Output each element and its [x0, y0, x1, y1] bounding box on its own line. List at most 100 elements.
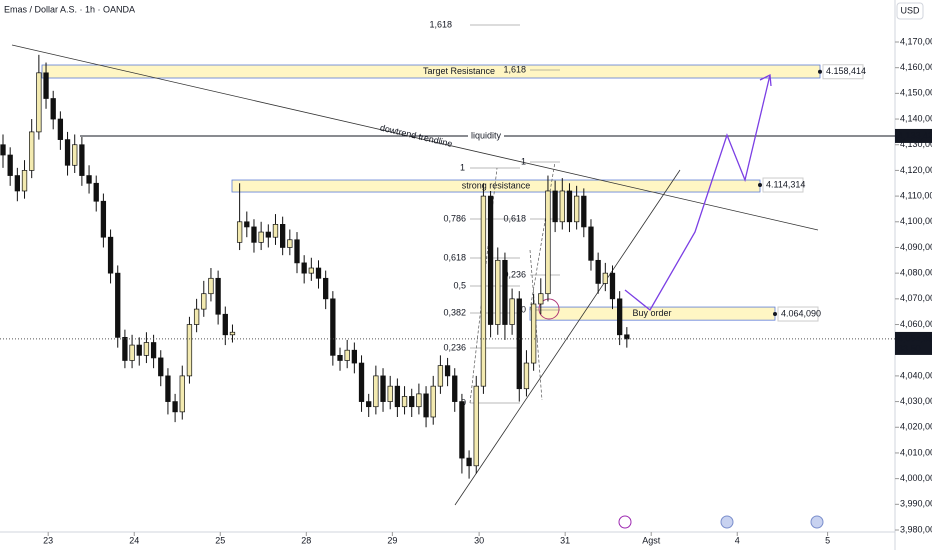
- zone-label: Buy order: [632, 308, 671, 318]
- fib-label: 0,786: [443, 213, 466, 223]
- y-tick-label: 4,010,000: [900, 447, 932, 457]
- candle-body: [624, 334, 630, 340]
- x-tick-label: 25: [215, 535, 225, 545]
- zone-price-dot: [773, 312, 777, 317]
- candle-body: [14, 175, 21, 192]
- candle-body: [595, 259, 601, 284]
- zone-price-dot: [818, 69, 822, 74]
- fib-label: 0,382: [443, 307, 466, 317]
- y-tick-label: 4,020,000: [900, 422, 932, 432]
- candle-body: [265, 231, 271, 238]
- candle-body: [301, 262, 307, 274]
- candle-body: [351, 349, 358, 364]
- currency-box: [896, 2, 924, 20]
- candle-body: [588, 226, 594, 261]
- candle-body: [552, 190, 558, 223]
- candle-body: [115, 272, 121, 338]
- candle-body: [516, 298, 522, 390]
- countdown: 33:50: [898, 343, 921, 353]
- zone-price-label: 4.064,090: [781, 308, 821, 318]
- y-tick-label: 4,160,000: [900, 62, 932, 72]
- candle-body: [337, 354, 343, 361]
- y-tick-label: 3,980,000: [900, 524, 932, 534]
- candle-body: [86, 175, 92, 184]
- candle-body: [150, 342, 157, 359]
- x-tick-label: 31: [560, 535, 570, 545]
- projection-arrow: [624, 73, 772, 311]
- zone-price-label: 4.114,314: [766, 179, 805, 189]
- fib-label: 0,618: [503, 213, 526, 223]
- candle-body: [373, 375, 379, 408]
- liquidity-label: liquidity: [471, 130, 502, 140]
- y-tick-label: 4,170,000: [900, 36, 932, 46]
- candle-body: [172, 401, 178, 413]
- candle-body: [509, 298, 515, 325]
- candle-body: [294, 239, 300, 264]
- candle-body: [136, 344, 142, 356]
- y-tick-label: 4,040,000: [900, 370, 932, 380]
- candle-body: [93, 182, 99, 202]
- fib-label: 0,236: [443, 342, 466, 352]
- candle-body: [487, 195, 494, 325]
- candle-body: [323, 277, 329, 300]
- x-tick-label: 23: [43, 535, 53, 545]
- candle-body: [122, 337, 128, 361]
- candle-body: [602, 272, 608, 284]
- candle-body: [79, 144, 85, 176]
- candle-body: [258, 231, 264, 243]
- candle-body: [244, 221, 250, 228]
- fib-label: 1,618: [503, 64, 526, 74]
- candle-body: [502, 259, 508, 325]
- zone-price-tag: [822, 64, 864, 80]
- candle-body: [36, 72, 42, 133]
- candle-body: [344, 349, 350, 361]
- candle-body: [330, 298, 336, 356]
- zone-label: Target Resistance: [423, 66, 495, 76]
- candle-body: [186, 324, 193, 377]
- candle-body: [366, 401, 372, 408]
- candle-body: [523, 362, 530, 390]
- candle-body: [64, 139, 71, 166]
- candle-body: [437, 365, 444, 387]
- x-tick-label: 29: [387, 535, 397, 545]
- y-tick-label: 4,120,000: [900, 165, 932, 175]
- zone-label: strong resistance: [462, 180, 531, 190]
- candle-body: [394, 385, 401, 408]
- candle-body: [21, 170, 28, 192]
- chart-title: Emas / Dollar A.S. · 1h · OANDA: [4, 4, 135, 14]
- candle-body: [229, 331, 236, 336]
- fib-label: 1: [521, 156, 526, 166]
- fib-label: 0,618: [443, 252, 466, 262]
- candle-body: [409, 396, 415, 408]
- candle-body: [581, 195, 587, 228]
- candle-body: [416, 393, 422, 408]
- y-tick-label: 4,130,000: [900, 139, 932, 149]
- candle-body: [452, 375, 458, 402]
- y-tick-label: 4,150,000: [900, 88, 932, 98]
- candle-body: [430, 385, 436, 418]
- event-icons: [618, 515, 824, 529]
- candle-body: [208, 277, 214, 295]
- candle-body: [287, 239, 293, 248]
- candle-body: [222, 313, 228, 336]
- highlight-circle: [538, 298, 560, 320]
- candle-body: [444, 365, 451, 377]
- candle-body: [358, 362, 365, 402]
- candle-body: [617, 298, 623, 336]
- candle-body: [387, 385, 393, 402]
- x-tick-label: 28: [301, 535, 311, 545]
- y-tick-label: 4,100,000: [900, 216, 932, 226]
- fib-label: 1: [460, 162, 465, 172]
- y-tick-label: 4,080,000: [900, 268, 932, 278]
- candle-body: [466, 457, 472, 467]
- candle-body: [129, 344, 135, 361]
- y-tick-label: 4,090,000: [900, 242, 932, 252]
- zone-price-tag: [777, 306, 819, 322]
- fib-label: 0,236: [503, 269, 526, 279]
- x-tick-label: 24: [129, 535, 139, 545]
- candle-body: [459, 401, 465, 459]
- downtrend-line: [11, 44, 819, 231]
- x-tick-label: Agst: [642, 535, 661, 545]
- candle-body: [158, 357, 164, 377]
